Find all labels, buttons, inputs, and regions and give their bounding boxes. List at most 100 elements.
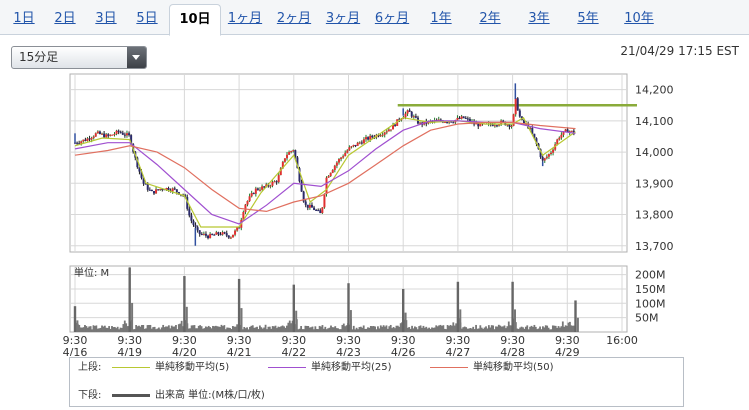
volume-bar <box>368 327 371 332</box>
candle-body <box>300 181 303 192</box>
candle-body <box>271 181 274 186</box>
volume-bar <box>298 328 301 332</box>
volume-bar <box>354 329 357 332</box>
volume-bar <box>571 325 574 332</box>
volume-bar <box>496 326 499 332</box>
volume-bar <box>249 326 251 332</box>
candle-body <box>165 188 168 190</box>
volume-bar <box>372 326 375 332</box>
volume-bar <box>529 326 532 332</box>
candle-body <box>227 235 230 238</box>
candle-body <box>510 125 513 127</box>
candle-body <box>327 176 330 178</box>
volume-bar <box>102 326 105 332</box>
volume-bar <box>266 329 268 332</box>
candle-body <box>329 172 332 177</box>
candle-body <box>86 138 89 141</box>
tab-2[interactable]: 2日 <box>54 11 76 26</box>
candle-body <box>568 131 571 133</box>
volume-bar <box>136 326 139 332</box>
volume-bar <box>159 329 162 332</box>
volume-bar <box>509 325 512 332</box>
volume-bar <box>502 326 504 332</box>
volume-bar <box>213 326 216 332</box>
interval-select[interactable]: 15分足 <box>11 46 147 69</box>
volume-bar <box>482 328 485 332</box>
volume-bar <box>297 329 300 332</box>
candle-body <box>194 224 197 228</box>
volume-bar <box>160 327 163 332</box>
volume-bar <box>426 328 429 332</box>
volume-spike <box>73 306 77 332</box>
candle-body <box>392 124 395 130</box>
candle-body <box>518 110 521 117</box>
volume-bar <box>200 326 203 332</box>
tab-14[interactable]: 10年 <box>624 11 654 26</box>
volume-bar <box>489 327 492 332</box>
volume-bar <box>315 328 318 332</box>
tab-1[interactable]: 1日 <box>13 11 35 26</box>
x-tick-date: 4/26 <box>391 346 416 356</box>
candle-body <box>389 129 392 131</box>
volume-bar <box>244 328 247 332</box>
tab-13[interactable]: 5年 <box>577 11 599 26</box>
tab-8[interactable]: 3ヶ月 <box>325 11 361 26</box>
tab-4[interactable]: 5日 <box>136 11 158 26</box>
tab-6[interactable]: 1ヶ月 <box>227 11 263 26</box>
volume-bar <box>92 325 95 332</box>
tab-12[interactable]: 3年 <box>528 11 550 26</box>
candle-body <box>512 114 515 126</box>
tab-7[interactable]: 2ヶ月 <box>276 11 312 26</box>
volume-bar <box>311 326 314 332</box>
candle-body <box>545 156 548 159</box>
volume-bar <box>106 327 109 332</box>
volume-bar <box>85 326 88 332</box>
candle-body <box>460 116 463 119</box>
candle-body <box>437 119 440 121</box>
volume-bar <box>91 329 93 332</box>
candle-body <box>140 171 143 178</box>
volume-bar <box>268 326 271 332</box>
tab-10[interactable]: 1年 <box>430 11 452 26</box>
candle-body <box>371 135 374 138</box>
candle-body <box>217 232 220 235</box>
candle-body <box>541 157 544 161</box>
candle-body <box>207 235 210 239</box>
volume-bar <box>355 327 358 332</box>
volume-bar <box>94 326 96 332</box>
volume-bar <box>483 327 486 332</box>
candle-body <box>404 113 407 118</box>
candle-body <box>516 98 519 111</box>
x-tick-date: 4/28 <box>500 346 525 356</box>
tab-9[interactable]: 6ヶ月 <box>374 11 410 26</box>
x-tick-date: 4/29 <box>555 346 580 356</box>
volume-bar <box>209 327 212 332</box>
volume-bar <box>465 327 468 332</box>
candle-body <box>429 121 432 123</box>
moving-average-3 <box>74 121 576 213</box>
volume-bar <box>486 328 489 332</box>
volume-bar <box>143 328 146 332</box>
candle-body <box>531 127 534 134</box>
tab-3[interactable]: 3日 <box>95 11 117 26</box>
volume-bar <box>338 329 341 332</box>
volume-bar <box>441 325 443 332</box>
tab-5[interactable]: 10日 <box>169 4 221 36</box>
volume-bar <box>116 326 119 332</box>
candle-body <box>543 158 546 161</box>
volume-bar <box>476 328 479 332</box>
volume-tick-label: 200M <box>635 269 666 282</box>
candle-body <box>219 234 222 236</box>
volume-spike-secondary <box>131 302 134 332</box>
candle-body <box>367 137 370 140</box>
volume-bar <box>547 327 550 332</box>
volume-bar <box>559 327 561 332</box>
candle-body <box>177 192 180 195</box>
volume-bar <box>95 325 98 332</box>
candle-body <box>572 130 575 134</box>
tab-11[interactable]: 2年 <box>479 11 501 26</box>
candle-body <box>273 181 276 183</box>
volume-bar <box>469 327 472 332</box>
chevron-down-icon[interactable] <box>127 47 146 68</box>
volume-bar <box>99 327 102 332</box>
